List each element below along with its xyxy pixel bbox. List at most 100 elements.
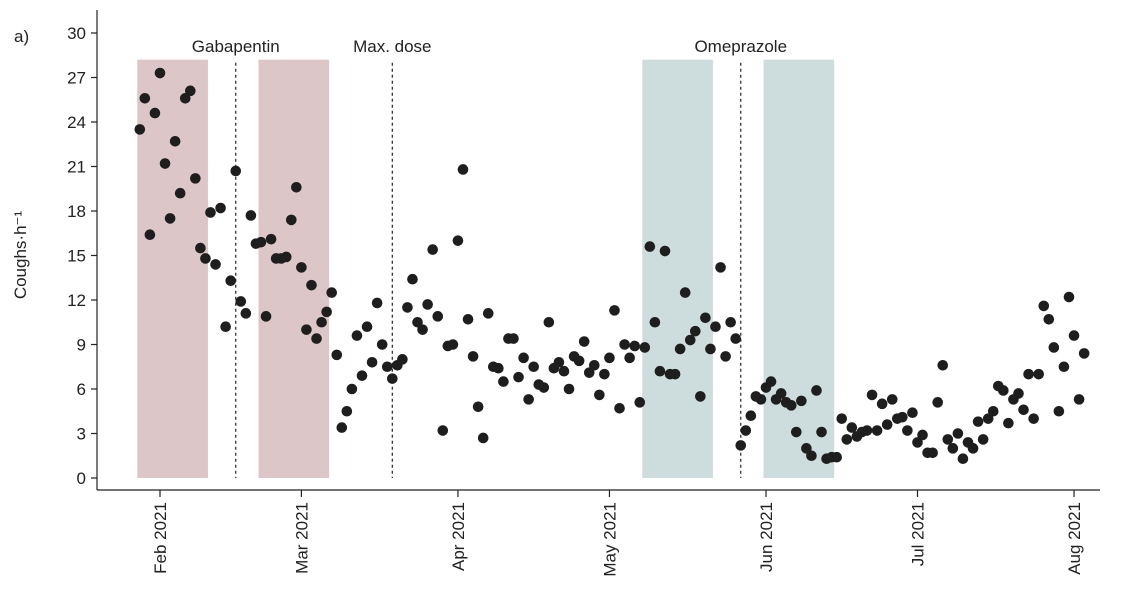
data-point	[720, 351, 731, 362]
data-point	[765, 376, 777, 387]
data-point	[558, 365, 570, 377]
data-point	[245, 210, 257, 221]
data-point	[139, 92, 151, 104]
data-point	[755, 394, 767, 405]
x-tick-label: May 2021	[600, 502, 619, 577]
data-point	[306, 279, 317, 291]
data-point	[1078, 348, 1090, 359]
data-point	[659, 245, 671, 257]
data-point	[356, 370, 368, 381]
data-point	[1018, 404, 1029, 416]
data-point	[725, 316, 736, 328]
data-point	[972, 416, 984, 427]
data-point	[589, 359, 600, 371]
data-point	[280, 251, 292, 263]
data-point	[932, 397, 943, 408]
data-point	[957, 453, 969, 465]
annotation-label: Omeprazole	[694, 37, 787, 56]
shaded-period	[258, 59, 330, 478]
data-point	[174, 187, 186, 199]
data-point	[871, 425, 883, 436]
data-point	[366, 357, 378, 368]
y-axis-label: Coughs·h⁻¹	[11, 210, 30, 299]
data-point	[508, 333, 519, 344]
data-point	[902, 425, 913, 436]
data-point	[311, 333, 322, 344]
y-tick-label: 3	[77, 425, 86, 444]
data-point	[265, 233, 277, 245]
data-point	[881, 419, 893, 430]
data-point	[472, 401, 484, 413]
data-point	[154, 67, 166, 79]
data-point	[220, 321, 231, 333]
data-point	[437, 425, 449, 436]
y-tick-label: 24	[67, 113, 86, 132]
data-point	[447, 339, 459, 350]
data-point	[518, 352, 529, 364]
data-point	[695, 391, 706, 402]
data-point	[684, 334, 696, 346]
data-point	[230, 165, 242, 177]
data-point	[240, 308, 252, 319]
data-point	[583, 367, 595, 378]
data-point	[700, 312, 711, 324]
data-point	[205, 207, 216, 218]
x-tick-label: Jul 2021	[909, 502, 928, 566]
data-point	[1073, 394, 1085, 405]
data-point	[341, 405, 353, 417]
data-point	[427, 244, 439, 255]
data-point	[831, 451, 842, 463]
data-point	[286, 214, 297, 226]
data-point	[498, 376, 509, 387]
data-point	[528, 361, 539, 373]
data-point	[452, 235, 464, 246]
data-point	[387, 373, 398, 384]
data-point	[634, 397, 646, 408]
data-point	[796, 395, 807, 407]
data-point	[735, 440, 747, 451]
data-point	[346, 383, 358, 395]
data-point	[235, 296, 247, 307]
x-tick-label: Feb 2021	[151, 502, 170, 574]
data-point	[1063, 291, 1075, 303]
x-tick-label: Mar 2021	[292, 502, 311, 574]
data-point	[836, 413, 848, 424]
data-point	[291, 181, 302, 193]
data-point	[1013, 388, 1024, 399]
data-point	[477, 432, 489, 444]
data-point	[538, 382, 550, 393]
y-tick-label: 12	[67, 291, 86, 310]
data-point	[417, 324, 428, 335]
data-point	[937, 359, 949, 371]
data-point	[543, 316, 555, 328]
shaded-period	[763, 59, 835, 478]
data-point	[164, 213, 176, 224]
data-point	[649, 316, 661, 328]
data-point	[952, 428, 964, 439]
data-point	[785, 400, 797, 411]
data-point	[609, 305, 620, 316]
data-point	[225, 275, 236, 287]
data-point	[381, 361, 393, 373]
data-point	[846, 422, 858, 433]
data-point	[998, 385, 1009, 396]
y-tick-label: 15	[67, 247, 86, 266]
x-tick-label: Apr 2021	[449, 502, 468, 571]
data-point	[679, 287, 691, 298]
data-point	[1048, 342, 1060, 353]
data-point	[190, 173, 201, 184]
data-point	[639, 342, 651, 353]
data-point	[897, 411, 908, 423]
data-point	[599, 368, 610, 380]
data-point	[669, 368, 681, 380]
data-point	[422, 299, 433, 310]
data-point	[402, 302, 413, 313]
data-point	[351, 330, 363, 341]
data-point	[912, 437, 923, 448]
data-point	[624, 352, 635, 364]
data-point	[134, 124, 146, 135]
data-point	[927, 447, 938, 459]
data-point	[215, 202, 226, 214]
data-point	[801, 443, 812, 454]
